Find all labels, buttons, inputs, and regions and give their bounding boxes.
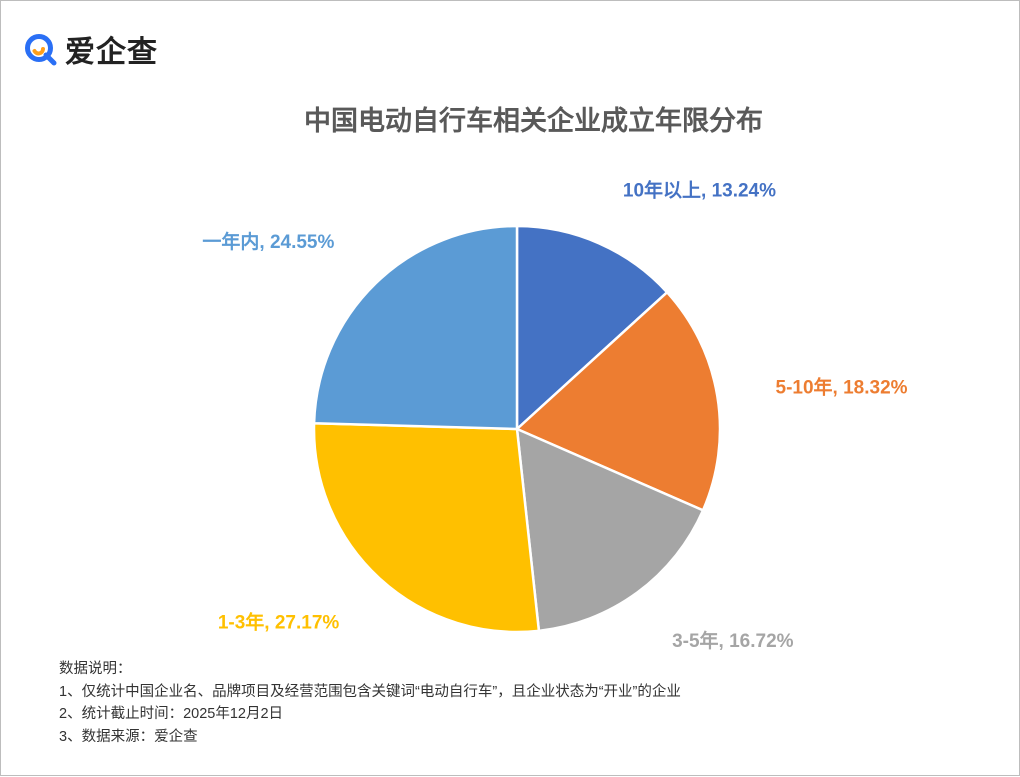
pie-data-label: 10年以上, 13.24% (623, 178, 776, 201)
brand-name: 爱企查 (65, 36, 158, 69)
notes-heading: 数据说明： (59, 661, 132, 677)
notes-line-3: 3、数据来源：爱企查 (59, 728, 198, 745)
pie-slice (515, 224, 669, 431)
notes-line-2: 2、统计截止时间：2025年12月2日 (59, 706, 284, 722)
pie-data-label: 一年内, 24.55% (202, 230, 334, 253)
pie-data-label: 1-3年, 27.17% (218, 611, 340, 634)
pie-data-label: 5-10年, 18.32% (776, 375, 908, 398)
pie-slice (312, 422, 541, 634)
aiqicha-logo-icon (25, 34, 57, 66)
notes-line-1: 1、仅统计中国企业名、品牌项目及经营范围包含关键词“电动自行车”，且企业状态为“… (59, 683, 681, 700)
brand-logo: 爱企查 (23, 29, 158, 69)
chart-title: 中国电动自行车相关企业成立年限分布 (304, 106, 763, 136)
pie-slice (312, 224, 519, 431)
pie-slice (515, 427, 705, 633)
data-notes: 数据说明： 1、仅统计中国企业名、品牌项目及经营范围包含关键词“电动自行车”，且… (59, 658, 681, 748)
pie-slice (515, 291, 722, 512)
pie-data-label: 3-5年, 16.72% (672, 629, 794, 652)
